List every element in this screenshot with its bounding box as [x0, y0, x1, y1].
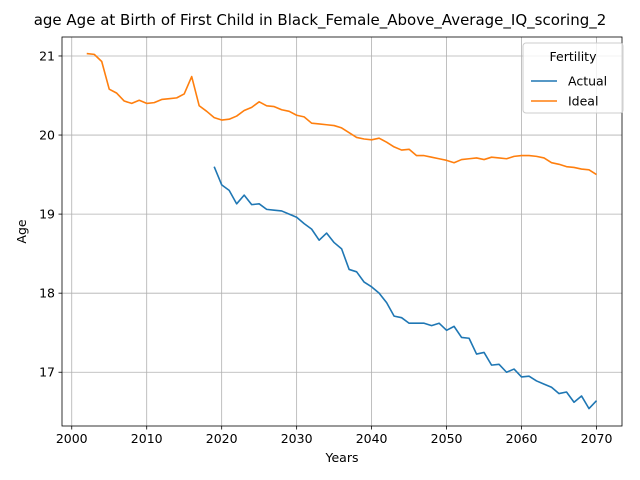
x-tick-label: 2000: [56, 431, 88, 446]
legend-label-actual: Actual: [568, 74, 607, 89]
x-tick-label: 2030: [281, 431, 313, 446]
x-tick-label: 2040: [356, 431, 388, 446]
y-axis-label: Age: [14, 219, 29, 243]
x-tick-label: 2050: [431, 431, 463, 446]
x-tick-label: 2060: [506, 431, 538, 446]
chart-title: age Age at Birth of First Child in Black…: [34, 11, 607, 30]
x-tick-label: 2070: [581, 431, 613, 446]
legend: Fertility Actual Ideal: [522, 42, 624, 114]
series-lines: [86, 52, 598, 410]
y-tick-label: 18: [39, 286, 55, 301]
axis-ticks: 2000 2010 2020 2030 2040 2050 2060 2070 17 18 19 20…: [39, 48, 612, 446]
legend-label-ideal: Ideal: [568, 94, 598, 109]
y-tick-label: 19: [39, 207, 55, 222]
y-tick-label: 21: [39, 48, 55, 63]
legend-box: [522, 42, 624, 114]
plot-frame: [61, 36, 623, 427]
legend-title: Fertility: [550, 49, 598, 64]
series-line-ideal: [86, 52, 597, 176]
y-tick-label: 17: [39, 365, 55, 380]
series-line-actual: [213, 166, 598, 410]
x-tick-label: 2010: [131, 431, 163, 446]
y-tick-label: 20: [39, 128, 55, 143]
x-tick-label: 2020: [206, 431, 238, 446]
x-axis-label: Years: [325, 450, 359, 465]
